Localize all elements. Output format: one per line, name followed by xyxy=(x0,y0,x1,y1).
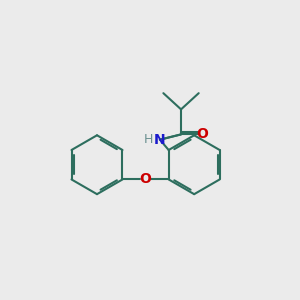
Text: H: H xyxy=(144,133,153,146)
Text: O: O xyxy=(196,128,208,141)
Text: N: N xyxy=(154,133,166,147)
Text: O: O xyxy=(140,172,152,186)
